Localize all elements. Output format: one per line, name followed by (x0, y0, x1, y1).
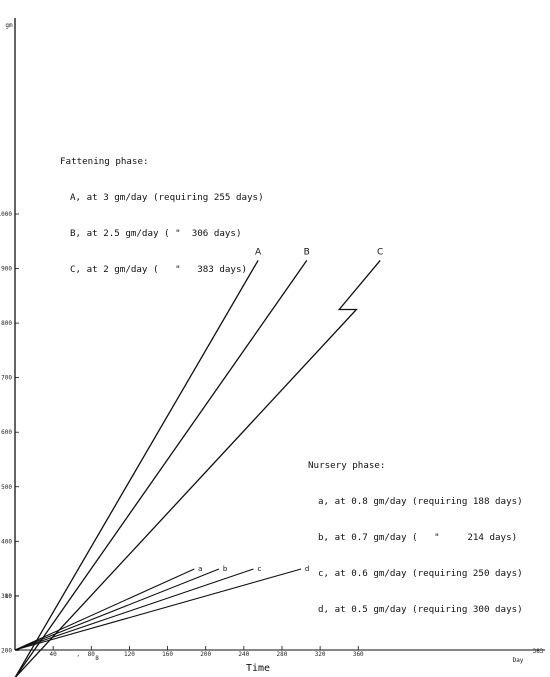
fattening-line-A (14, 260, 259, 677)
nursery-label-d: d (305, 565, 309, 573)
y-tick-label: 1000 (0, 211, 12, 218)
nursery-entry-b: b, at 0.7 gm/day ( " 214 days) (318, 532, 518, 543)
y-tick-label: 800 (1, 320, 12, 327)
x-stray-mark-1: ’ (76, 655, 80, 662)
y-tick-label: 900 (1, 266, 12, 273)
nursery-line-d (14, 568, 302, 651)
nursery-heading: Nursery phase: (308, 460, 386, 471)
fattening-line-B (14, 260, 308, 677)
axes (14, 18, 545, 651)
nursery-label-b: b (223, 565, 228, 573)
nursery-label-c: c (257, 565, 261, 573)
fattening-label-C: C (377, 247, 383, 257)
x-tick-label: 160 (162, 651, 173, 658)
nursery-line-c (14, 568, 254, 651)
y-unit-label: gm (5, 22, 13, 29)
y-ticks: 101002003004005006007008009001000 (0, 211, 19, 654)
x-tick-label: 360 (353, 651, 364, 658)
y-tick-label: 200 (1, 647, 12, 654)
x-tick-extra: 383 (533, 648, 544, 655)
fattening-label-A: A (255, 247, 262, 257)
fattening-entry-a: A, at 3 gm/day (requiring 255 days) (70, 192, 264, 203)
nursery-entry-c: c, at 0.6 gm/day (requiring 250 days) (318, 568, 523, 579)
nursery-line-a (14, 568, 195, 651)
y-tick-label: 600 (1, 429, 12, 436)
fattening-heading: Fattening phase: (60, 156, 149, 167)
x-tick-label: 200 (200, 651, 211, 658)
nursery-label-a: a (198, 565, 202, 573)
series-lines (14, 259, 381, 677)
x-ticks: 40 80 120 160 200 240 280 320 360 (50, 646, 364, 658)
x-tick-label: 320 (315, 651, 326, 658)
fattening-entry-b: B, at 2.5 gm/day ( " 306 days) (70, 228, 242, 239)
y-tick-label: 300 (1, 593, 12, 600)
x-tick-label: 120 (124, 651, 135, 658)
y-tick-label: 700 (1, 375, 12, 382)
x-tick-label: 40 (50, 651, 58, 658)
x-tick-label: 280 (277, 651, 288, 658)
fattening-legend: Fattening phase: A, at 3 gm/day (requiri… (60, 132, 264, 288)
x-tick-label: 80 (88, 651, 96, 658)
nursery-entry-d: d, at 0.5 gm/day (requiring 300 days) (318, 604, 523, 615)
x-axis-title: Time (246, 663, 270, 674)
x-stray-mark-2: 8 (95, 655, 99, 662)
y-tick-label: 500 (1, 484, 12, 491)
x-tick-label: 240 (238, 651, 249, 658)
fattening-label-B: B (304, 247, 310, 257)
fattening-line-C (14, 259, 381, 677)
x-unit-label: Day (513, 657, 524, 664)
series-end-labels: A B Ca b c d (198, 247, 383, 573)
nursery-legend: Nursery phase: a, at 0.8 gm/day (requiri… (308, 436, 523, 628)
y-tick-label: 400 (1, 538, 12, 545)
y-tick-label: 10 (5, 593, 13, 600)
nursery-entry-a: a, at 0.8 gm/day (requiring 188 days) (318, 496, 523, 507)
fattening-entry-c: C, at 2 gm/day ( " 383 days) (70, 264, 248, 275)
nursery-line-b (14, 568, 220, 651)
